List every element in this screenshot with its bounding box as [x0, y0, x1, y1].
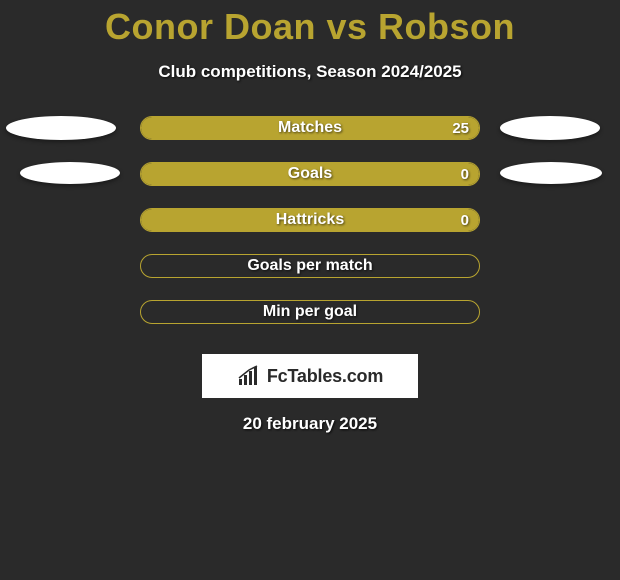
player-left-ellipse [20, 162, 120, 184]
chart-bars-icon [237, 365, 261, 387]
subtitle: Club competitions, Season 2024/2025 [0, 62, 620, 82]
brand-text: FcTables.com [267, 366, 383, 387]
date-text: 20 february 2025 [0, 414, 620, 434]
stat-bar-fill [141, 163, 479, 185]
player-left-ellipse [6, 116, 116, 140]
stat-bar: Goals per match [140, 254, 480, 278]
stat-value: 0 [461, 209, 469, 231]
stat-bar-fill [141, 117, 479, 139]
stat-row: Min per goal [0, 300, 620, 346]
stat-bar: Matches 25 [140, 116, 480, 140]
stat-bar: Hattricks 0 [140, 208, 480, 232]
page-title: Conor Doan vs Robson [0, 6, 620, 48]
stat-bar: Min per goal [140, 300, 480, 324]
stat-bar-fill [141, 209, 479, 231]
stat-row: Goals 0 [0, 162, 620, 208]
stat-row: Hattricks 0 [0, 208, 620, 254]
stat-rows: Matches 25 Goals 0 Hattricks 0 [0, 116, 620, 346]
stat-value: 0 [461, 163, 469, 185]
stat-value: 25 [452, 117, 469, 139]
infographic-container: Conor Doan vs Robson Club competitions, … [0, 0, 620, 580]
player-right-ellipse [500, 116, 600, 140]
stat-row: Matches 25 [0, 116, 620, 162]
stat-row: Goals per match [0, 254, 620, 300]
stat-bar: Goals 0 [140, 162, 480, 186]
brand-box: FcTables.com [202, 354, 418, 398]
stat-label: Goals per match [141, 255, 479, 277]
stat-label: Min per goal [141, 301, 479, 323]
player-right-ellipse [500, 162, 602, 184]
